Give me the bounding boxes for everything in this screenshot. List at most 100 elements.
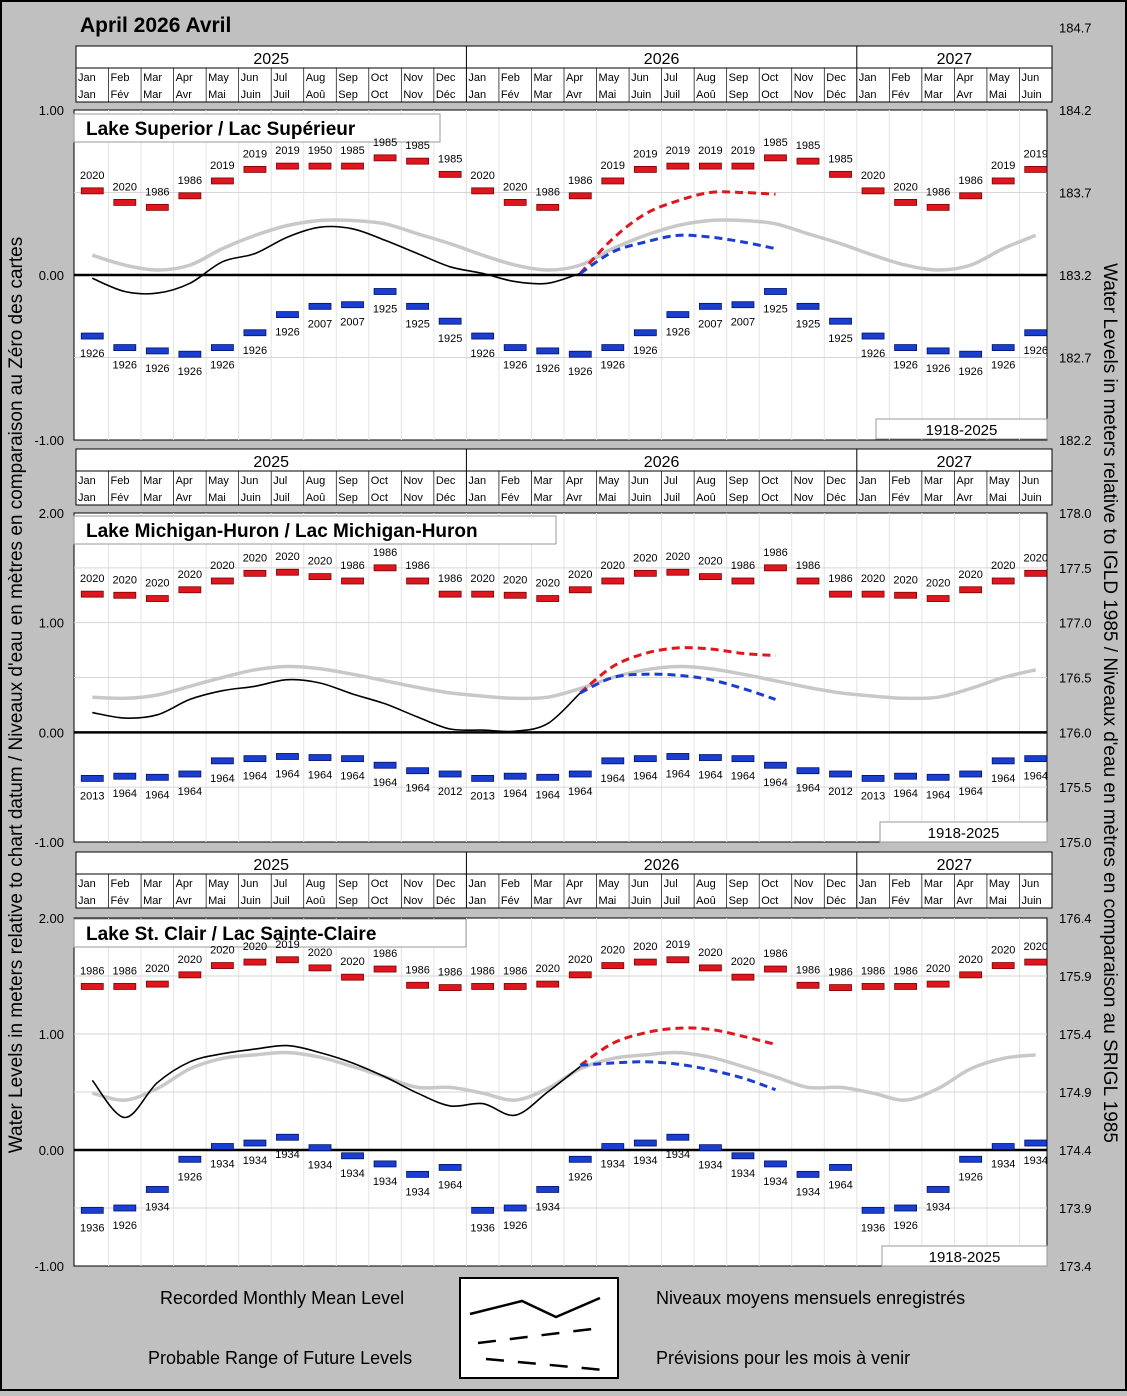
min-level-marker [796, 302, 820, 310]
max-year-label: 1986 [178, 175, 202, 187]
legend-forecast-high-line [477, 1326, 601, 1345]
max-year-label: 2020 [210, 945, 234, 957]
month-label-en: Jul [273, 475, 287, 487]
max-level-marker [666, 568, 690, 576]
max-year-label: 2019 [601, 160, 625, 172]
month-label-fr: Avr [176, 895, 193, 907]
month-label-en: Jan [859, 475, 877, 487]
min-year-label: 1964 [633, 771, 657, 783]
min-year-label: 1925 [828, 333, 852, 345]
max-year-label: 2020 [568, 569, 592, 581]
min-year-label: 1934 [926, 1201, 950, 1213]
min-year-label: 2012 [828, 786, 852, 798]
right-tick-label: 173.4 [1059, 1259, 1092, 1274]
max-level-marker [243, 958, 267, 966]
min-level-marker [991, 344, 1015, 352]
legend-forecast-en: Probable Range of Future Levels [148, 1348, 412, 1368]
max-level-marker [796, 577, 820, 585]
max-year-label: 1985 [438, 153, 462, 165]
max-level-marker [601, 577, 625, 585]
max-level-marker [894, 591, 917, 599]
max-level-marker [308, 964, 332, 972]
min-year-label: 1964 [1023, 771, 1047, 783]
lake-panel: 2025 2026 2027 Jan Jan Feb Fév Mar Mar Apr Avr May M… [34, 448, 1092, 850]
min-level-marker [861, 774, 885, 782]
min-level-marker [926, 773, 950, 781]
month-label-en: Feb [891, 475, 910, 487]
min-year-label: 1934 [1023, 1155, 1047, 1167]
max-level-marker [308, 162, 332, 170]
min-year-label: 1926 [893, 360, 917, 372]
month-label-en: Mar [533, 72, 552, 84]
month-label-fr: Mai [989, 492, 1007, 504]
min-year-label: 1964 [373, 777, 397, 789]
max-level-marker [1024, 958, 1048, 966]
max-level-marker [178, 192, 202, 200]
right-tick-label: 183.7 [1059, 186, 1092, 201]
forecast-low-line [580, 1060, 777, 1092]
month-label-fr: Fév [891, 895, 910, 907]
month-label-fr: Sep [338, 895, 358, 907]
max-year-label: 2020 [503, 181, 527, 193]
min-level-marker [926, 1186, 950, 1193]
min-level-marker [991, 757, 1015, 765]
min-year-label: 1926 [503, 360, 527, 372]
right-tick-label: 175.9 [1059, 969, 1092, 984]
month-label-fr: Nov [794, 492, 814, 504]
min-level-marker [308, 754, 332, 761]
month-label-en: Jan [78, 475, 96, 487]
min-level-marker [568, 1155, 592, 1163]
month-label-fr: Oct [761, 89, 778, 101]
left-tick-label: -1.00 [34, 433, 64, 448]
min-year-label: 1964 [828, 1179, 852, 1191]
month-label-en: May [208, 878, 229, 890]
legend-recorded-line [469, 1296, 601, 1319]
right-tick-label: 182.7 [1059, 351, 1092, 366]
min-level-marker [764, 1160, 787, 1168]
max-year-label: 2020 [601, 945, 625, 957]
month-label-fr: Mai [599, 895, 617, 907]
month-label-en: Jan [859, 878, 877, 890]
max-level-marker [829, 984, 852, 991]
max-year-label: 2020 [958, 569, 982, 581]
record-period-box [879, 821, 1048, 843]
min-level-marker [308, 302, 332, 310]
month-label-en: Jul [273, 72, 287, 84]
max-year-label: 2020 [145, 578, 169, 590]
min-year-label: 1934 [405, 1186, 429, 1198]
month-label-fr: Mar [533, 492, 552, 504]
max-level-marker [796, 981, 820, 989]
month-label-fr: Jan [78, 492, 96, 504]
min-level-marker [699, 754, 722, 761]
min-level-marker [341, 1152, 364, 1160]
month-label-en: Nov [794, 72, 814, 84]
min-year-label: 1934 [666, 1149, 690, 1161]
month-label-fr: Mai [599, 89, 617, 101]
min-year-label: 1934 [601, 1159, 625, 1171]
month-label-fr: Mai [599, 492, 617, 504]
month-label-en: Dec [826, 475, 846, 487]
month-label-fr: Jan [859, 895, 877, 907]
month-label-fr: Mar [533, 89, 552, 101]
max-year-label: 1986 [763, 948, 787, 960]
min-year-label: 1926 [80, 348, 104, 360]
min-level-marker [178, 1155, 202, 1163]
month-label-fr: Mai [208, 89, 226, 101]
max-year-label: 2020 [731, 956, 755, 968]
min-level-marker [796, 1170, 820, 1178]
max-year-label: 2020 [80, 170, 104, 182]
max-year-label: 1986 [113, 965, 137, 977]
month-label-en: Sep [729, 72, 749, 84]
max-year-label: 2020 [958, 954, 982, 966]
min-level-marker [438, 317, 462, 325]
month-label-en: Mar [924, 878, 943, 890]
month-label-fr: Fév [111, 492, 130, 504]
min-year-label: 1926 [568, 1171, 592, 1183]
max-year-label: 2020 [503, 574, 527, 586]
min-level-marker [178, 770, 202, 778]
min-year-label: 1964 [503, 788, 527, 800]
max-level-marker [276, 162, 299, 170]
max-year-label: 1986 [926, 186, 950, 198]
month-label-en: Sep [338, 475, 358, 487]
max-level-marker [210, 962, 234, 969]
